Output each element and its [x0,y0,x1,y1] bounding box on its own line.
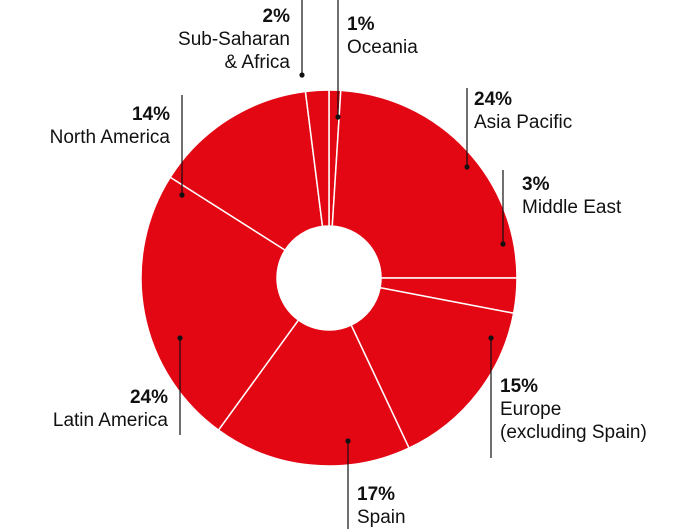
leader-dot-1 [464,164,470,170]
leader-dot-3 [488,335,494,341]
slice-6 [169,90,324,252]
slice-7 [304,89,330,228]
leader-dot-5 [177,335,183,341]
slice-percent-label-5: 24% [130,387,168,408]
slice-percent-label-2: 3% [522,174,550,195]
leader-dot-7 [299,72,305,78]
slice-name-label-2-0: Middle East [522,197,622,218]
leader-dot-4 [345,438,351,444]
slice-name-label-6-0: North America [50,127,171,148]
slice-name-label-1-0: Asia Pacific [474,112,572,133]
slice-name-label-7-0: Sub-Saharan [178,29,290,50]
slice-name-label-3-1: (excluding Spain) [500,422,647,443]
slice-percent-label-1: 24% [474,89,512,110]
donut-slices [140,89,518,467]
slice-percent-label-0: 1% [347,14,375,35]
leader-dot-6 [179,192,185,198]
slice-name-label-4-0: Spain [357,507,406,528]
slice-name-label-0-0: Oceania [347,37,418,58]
slice-percent-label-4: 17% [357,484,395,505]
slice-name-label-3-0: Europe [500,399,561,420]
slice-percent-label-7: 2% [263,6,291,27]
slice-3 [350,286,515,450]
leader-lines [177,0,506,529]
slice-4 [217,319,411,467]
slice-name-label-7-1: & Africa [225,52,291,73]
slice-name-label-5-0: Latin America [53,410,169,431]
slice-percent-label-6: 14% [132,104,170,125]
slice-percent-label-3: 15% [500,376,538,397]
leader-dot-2 [500,241,506,247]
leader-dot-0 [335,114,341,120]
slice-1 [331,89,518,279]
